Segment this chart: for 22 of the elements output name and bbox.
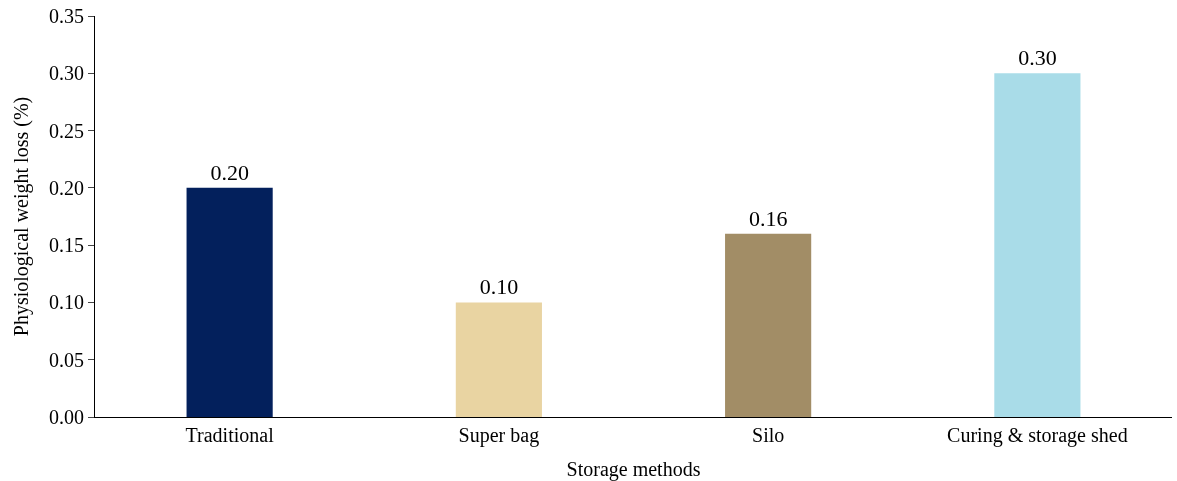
- y-tick-label: 0.15: [49, 234, 84, 257]
- y-tick-label: 0.30: [49, 62, 84, 85]
- data-label: 0.10: [479, 274, 519, 300]
- data-label: 0.20: [210, 159, 249, 185]
- bar: [455, 302, 542, 417]
- x-tick-label: Traditional: [185, 424, 275, 446]
- x-tick-label: Silo: [752, 424, 785, 446]
- x-tick-label: Curing & storage shed: [947, 424, 1128, 447]
- y-tick-label: 0.25: [49, 119, 84, 142]
- y-tick-label: 0.20: [49, 176, 84, 199]
- x-axis-title: Storage methods: [566, 457, 701, 481]
- y-tick-label: 0.05: [49, 348, 84, 371]
- y-tick-label: 0.35: [49, 5, 84, 27]
- y-tick-label: 0.00: [49, 406, 84, 428]
- y-tick-label: 0.10: [49, 291, 84, 314]
- bar: [186, 187, 273, 417]
- data-label: 0.30: [1018, 45, 1057, 71]
- bar: [725, 233, 812, 417]
- data-label: 0.16: [748, 205, 788, 231]
- x-tick-label: Super bag: [458, 424, 540, 447]
- bar: [994, 73, 1081, 417]
- y-axis-title: Physiological weight loss (%): [9, 96, 33, 337]
